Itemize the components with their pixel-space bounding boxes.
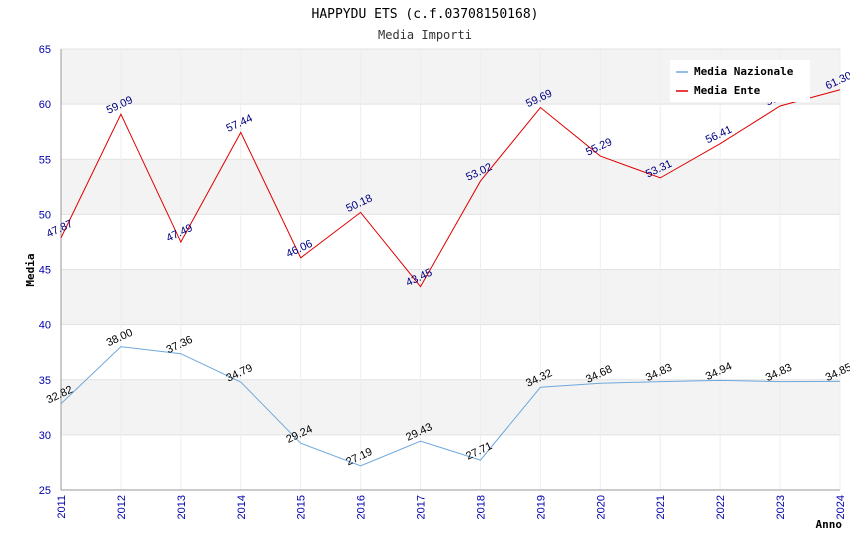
- x-tick-labels: 2011 2012 2013 2014 2015 2016 2017 2018 2019 2020…: [56, 495, 847, 519]
- x-tick-2016: 2016: [356, 495, 368, 519]
- legend-label-media-nazionale: Media Nazionale: [694, 65, 794, 78]
- y-tick-55: 55: [39, 154, 51, 166]
- x-tick-2012: 2012: [116, 495, 128, 519]
- y-tick-65: 65: [39, 44, 51, 56]
- chart-title: HAPPYDU ETS (c.f.03708150168): [312, 7, 539, 22]
- band-45: [61, 214, 840, 270]
- x-tick-2015: 2015: [296, 495, 308, 519]
- y-tick-labels: 25 30 35 40 45 50 55 60 65: [39, 44, 51, 497]
- y-tick-30: 30: [39, 430, 51, 442]
- y-tick-40: 40: [39, 320, 51, 332]
- y-tick-35: 35: [39, 375, 51, 387]
- band-50: [61, 159, 840, 215]
- x-tick-2019: 2019: [535, 495, 547, 519]
- chart-subtitle: Media Importi: [378, 28, 472, 42]
- legend: Media Nazionale Media Ente: [670, 60, 810, 102]
- x-tick-2011: 2011: [56, 495, 68, 519]
- axes: [60, 49, 840, 491]
- x-tick-2021: 2021: [655, 495, 667, 519]
- y-tick-50: 50: [39, 209, 51, 221]
- background-bands: [61, 49, 840, 490]
- band-25: [61, 434, 840, 490]
- series-line-media-ente: [60, 89, 841, 288]
- band-55: [61, 104, 840, 160]
- series-line-media-nazionale: [60, 346, 841, 467]
- y-axis-label: Media: [24, 253, 37, 286]
- x-tick-2024: 2024: [835, 495, 847, 519]
- x-tick-2020: 2020: [595, 495, 607, 519]
- band-30: [61, 379, 840, 435]
- x-axis-label: Anno: [816, 518, 843, 531]
- legend-box: [670, 60, 810, 102]
- y-tick-25: 25: [39, 485, 51, 497]
- x-tick-2022: 2022: [715, 495, 727, 519]
- x-tick-2017: 2017: [416, 495, 428, 519]
- x-tick-2014: 2014: [236, 495, 248, 519]
- legend-label-media-ente: Media Ente: [694, 84, 761, 97]
- band-40: [61, 269, 840, 325]
- x-tick-2013: 2013: [176, 495, 188, 519]
- x-tick-2018: 2018: [475, 495, 487, 519]
- y-tick-60: 60: [39, 99, 51, 111]
- series-lines: [60, 89, 841, 467]
- x-tick-2023: 2023: [775, 495, 787, 519]
- y-tick-45: 45: [39, 265, 51, 277]
- band-35: [61, 324, 840, 380]
